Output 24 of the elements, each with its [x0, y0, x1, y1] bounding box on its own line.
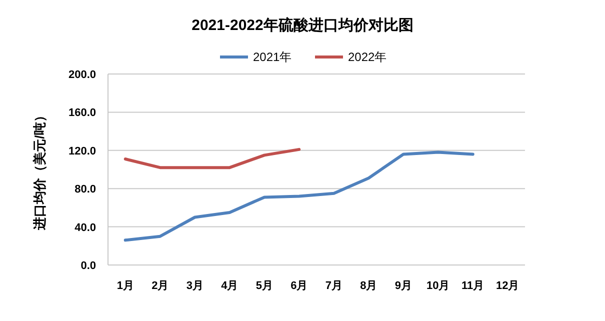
y-tick-label: 200.0: [68, 69, 96, 81]
x-tick-label: 4月: [221, 280, 238, 292]
x-tick-label: 11月: [462, 280, 484, 292]
x-tick-label: 9月: [394, 280, 412, 292]
legend-label: 2021年: [253, 50, 292, 64]
x-tick-label: 5月: [256, 280, 273, 292]
line-series: [124, 148, 301, 170]
y-tick-label: 0.0: [80, 260, 96, 272]
y-axis-title: 进口均价（美元/吨）: [32, 109, 47, 231]
y-tick-label: 80.0: [74, 184, 96, 196]
line-series: [124, 150, 474, 242]
x-tick-label: 12月: [496, 280, 520, 292]
chart-title: 2021-2022年硫酸进口均价对比图: [192, 16, 414, 34]
x-tick-label: 3月: [186, 280, 204, 292]
x-tick-label: 10月: [426, 280, 450, 292]
x-tick-label: 2月: [152, 280, 169, 292]
y-tick-label: 160.0: [68, 107, 96, 120]
x-tick-label: 1月: [116, 280, 134, 292]
y-tick-label: 120.0: [68, 145, 96, 158]
legend-label: 2022年: [348, 50, 387, 64]
y-tick-label: 40.0: [74, 222, 96, 234]
x-tick-label: 7月: [325, 280, 342, 292]
x-tick-label: 8月: [360, 280, 378, 292]
x-tick-label: 6月: [290, 280, 308, 292]
